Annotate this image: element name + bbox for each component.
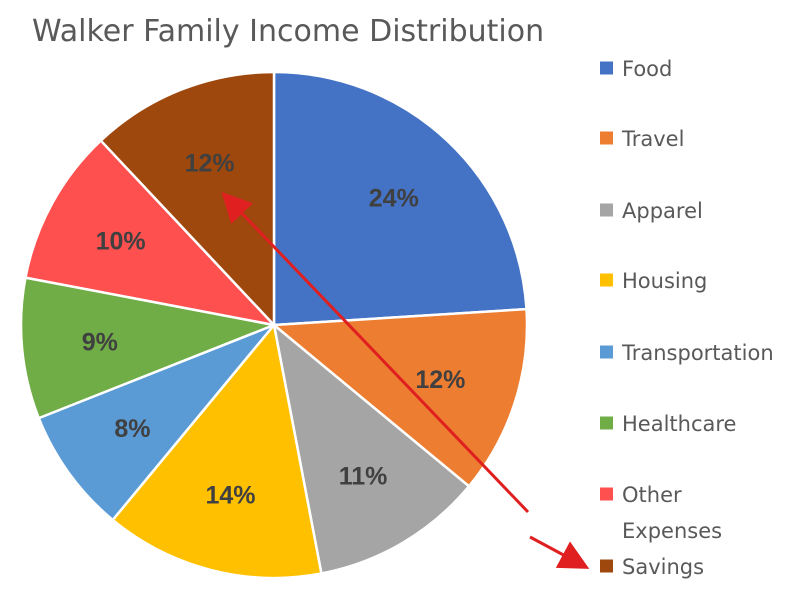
legend-swatch (600, 487, 613, 501)
annotations (221, 191, 590, 569)
chart-title: Walker Family Income Distribution (32, 14, 544, 49)
pie-slice-healthcare (19, 276, 276, 420)
legend-label: Transportation (621, 341, 774, 365)
pie-slice-labels: 24% 12% 11% 14% 8% 9% 10% 12% (82, 149, 466, 509)
data-label-other-expenses: 10% (96, 228, 146, 256)
legend-swatch (600, 273, 613, 287)
data-label-apparel: 11% (339, 463, 388, 491)
legend-label: Travel (621, 127, 684, 151)
data-label-food: 24% (369, 184, 419, 212)
legend-item-housing: Housing (600, 269, 707, 293)
pie-slice-apparel (272, 323, 471, 575)
pie-slice-travel (272, 307, 529, 488)
legend-swatch (600, 559, 613, 573)
data-label-travel: 12% (415, 366, 465, 394)
pie-slice-other-expenses (24, 139, 276, 327)
legend-label: Food (622, 57, 672, 81)
legend-item-travel: Travel (600, 127, 684, 151)
pie-slice-transportation (37, 323, 276, 522)
legend-label: Expenses (622, 519, 722, 543)
legend-swatch (600, 345, 613, 359)
data-label-housing: 14% (205, 482, 255, 510)
legend-label: Other (622, 483, 682, 507)
data-label-transportation: 8% (114, 415, 150, 443)
legend-swatch (600, 131, 613, 145)
legend-item-transportation: Transportation (600, 341, 774, 365)
annotation-arrow-to-savings-slice (221, 191, 530, 514)
legend-label: Healthcare (622, 412, 736, 436)
legend-item-food: Food (600, 57, 672, 81)
pie-slices (19, 70, 529, 580)
annotation-arrow-to-savings-legend (529, 535, 590, 569)
legend-item-healthcare: Healthcare (600, 412, 736, 436)
legend-item-other-expenses: Other Expenses (600, 483, 722, 543)
legend-swatch (600, 203, 613, 217)
data-label-healthcare: 9% (82, 329, 118, 357)
legend-item-savings: Savings (600, 555, 704, 579)
legend-swatch (600, 61, 613, 75)
pie-slice-food (272, 70, 528, 327)
legend-label: Housing (622, 269, 707, 293)
legend: Food Travel Apparel Housing Transportation He… (600, 57, 774, 579)
legend-label: Apparel (622, 199, 703, 223)
legend-swatch (600, 416, 613, 430)
legend-label: Savings (622, 555, 704, 579)
pie-slice-savings (99, 70, 276, 327)
data-label-savings: 12% (185, 149, 235, 177)
pie-slice-housing (111, 323, 323, 580)
legend-item-apparel: Apparel (600, 199, 703, 223)
